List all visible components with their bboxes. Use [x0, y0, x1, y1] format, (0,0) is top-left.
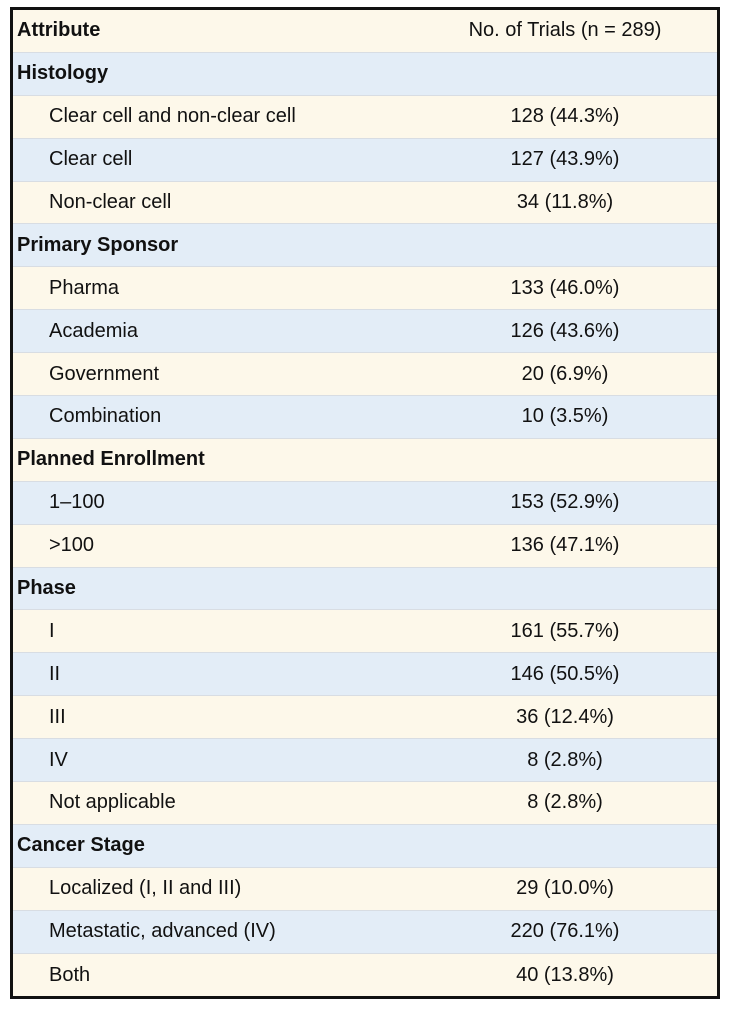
cell: Attribute [17, 19, 101, 42]
cell: Phase [17, 577, 76, 600]
item-row: Localized (I, II and III) 29 (10.0%) [13, 867, 717, 911]
cell: Non-clear cell [49, 191, 172, 213]
cell: Pharma [49, 276, 120, 299]
sec-row: Phase [13, 567, 717, 611]
cell: 34 (11.8%) [516, 191, 614, 213]
item-row: IV 8 (2.8%) [13, 739, 717, 783]
cell: II [49, 662, 61, 685]
cell: 127 (43.9%) [510, 148, 620, 171]
cell: 20 (6.9%) [521, 362, 609, 385]
cell: Both [49, 963, 91, 986]
cell: 1–100 [49, 491, 105, 514]
item-row: II 146 (50.5%) [13, 653, 717, 697]
item-row: >100 136 (47.1%) [13, 524, 717, 568]
cell: Planned Enrollment [17, 448, 205, 471]
item-row: 1–100 153 (52.9%) [13, 481, 717, 525]
table: Attribute No. of Trials (n = 289) Histolog… [10, 7, 720, 1000]
cell: 8 (2.8%) [527, 748, 603, 771]
cell: Metastatic, advanced (IV) [49, 920, 276, 943]
sec-row: Planned Enrollment [13, 438, 717, 482]
cell: 220 (76.1%) [510, 920, 620, 943]
item-row: Both 40 (13.8%) [13, 953, 717, 997]
cell: Not applicable [49, 791, 176, 814]
cell: Histology [17, 62, 109, 85]
cell: 126 (43.6%) [510, 319, 620, 342]
hdr-row: Attribute No. of Trials (n = 289) [13, 10, 717, 53]
cell: 10 (3.5%) [521, 405, 609, 428]
cell: 40 (13.8%) [516, 963, 614, 986]
cell: Academia [49, 319, 138, 342]
cell: 36 (12.4%) [516, 705, 614, 728]
cell: Government [49, 362, 160, 385]
cell: 8 (2.8%) [527, 791, 603, 814]
cell: Cancer Stage [17, 834, 145, 857]
cell: 161 (55.7%) [510, 619, 620, 642]
cell: 136 (47.1%) [510, 534, 620, 557]
item-row: Combination 10 (3.5%) [13, 396, 717, 439]
sec-row: Histology [13, 52, 717, 96]
cell: 153 (52.9%) [510, 491, 620, 514]
item-row: Not applicable 8 (2.8%) [13, 782, 717, 825]
item-row: Academia 126 (43.6%) [13, 310, 717, 354]
cell: III [49, 705, 66, 728]
cell: Localized (I, II and III) [49, 877, 242, 900]
cell: 133 (46.0%) [510, 276, 620, 299]
cell: Clear cell and non-clear cell [49, 105, 296, 128]
cell: IV [49, 748, 68, 771]
sec-row: Primary Sponsor [13, 224, 717, 268]
cell: Clear cell [49, 148, 133, 171]
item-row: Clear cell 127 (43.9%) [13, 138, 717, 182]
cell: 29 (10.0%) [516, 877, 614, 900]
cell: Combination [49, 405, 162, 428]
item-row: Non-clear cell 34 (11.8%) [13, 181, 717, 225]
cell: 146 (50.5%) [510, 662, 620, 685]
cell: 128 (44.3%) [510, 105, 620, 128]
cell: No. of Trials (n = 289) [468, 19, 662, 42]
cell: >100 [49, 534, 95, 557]
item-row: I 161 (55.7%) [13, 610, 717, 654]
item-row: III 36 (12.4%) [13, 696, 717, 740]
item-row: Clear cell and non-clear cell 128 (44.3%) [13, 95, 717, 139]
item-row: Pharma 133 (46.0%) [13, 267, 717, 311]
cell: Primary Sponsor [17, 233, 179, 256]
item-row: Government 20 (6.9%) [13, 353, 717, 397]
sec-row: Cancer Stage [13, 824, 717, 868]
item-row: Metastatic, advanced (IV) 220 (76.1%) [13, 910, 717, 954]
cell: I [49, 619, 55, 642]
